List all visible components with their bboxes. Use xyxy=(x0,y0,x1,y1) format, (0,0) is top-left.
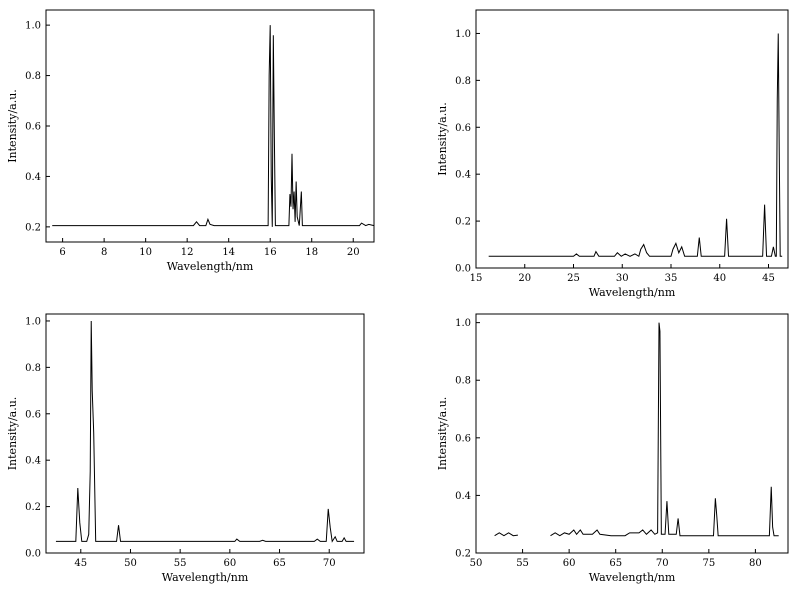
y-tick-label: 0.2 xyxy=(25,502,41,513)
plot-frame xyxy=(475,9,789,269)
x-tick-label: 20 xyxy=(518,273,531,284)
y-tick-label: 0.6 xyxy=(455,123,471,134)
y-tick-label: 0.8 xyxy=(455,376,471,387)
x-axis-title: Wavelength/nm xyxy=(589,286,676,299)
x-tick-label: 60 xyxy=(563,558,576,569)
x-tick-label: 50 xyxy=(124,558,137,569)
x-tick-label: 6 xyxy=(59,247,65,258)
y-tick-label: 0.6 xyxy=(25,122,41,133)
chart-panel-3: 45 50 55 60 65 70 0.0 0.2 0.4 0.6 0.8 1.0 Wavelength… xyxy=(6,313,365,584)
y-axis-title: Intensity/a.u. xyxy=(436,397,449,471)
x-tick-label: 65 xyxy=(609,558,622,569)
y-tick-label: 0.2 xyxy=(25,222,41,233)
y-axis-title: Intensity/a.u. xyxy=(6,89,19,163)
x-tick-label: 75 xyxy=(702,558,715,569)
spectrum-series-line-1 xyxy=(494,532,518,537)
y-tick-label: 0.4 xyxy=(25,172,41,183)
x-tick-label: 35 xyxy=(665,273,678,284)
x-tick-label: 70 xyxy=(323,558,336,569)
y-axis-title: Intensity/a.u. xyxy=(436,102,449,176)
spectrum-series-line-2 xyxy=(550,322,779,537)
y-tick-label: 1.0 xyxy=(25,316,41,327)
x-axis-title: Wavelength/nm xyxy=(589,571,676,584)
x-tick-label: 14 xyxy=(222,247,235,258)
x-tick-label: 20 xyxy=(347,247,360,258)
chart-panel-2: 15 20 25 30 35 40 45 0.0 0.2 0.4 0.6 0.8 1.0 Waveleng… xyxy=(436,9,789,299)
y-tick-label: 0.8 xyxy=(25,363,41,374)
y-tick-label: 0.4 xyxy=(455,170,471,181)
x-tick-label: 15 xyxy=(470,273,483,284)
y-tick-label: 0.8 xyxy=(25,71,41,82)
chart-panel-4: 50 55 60 65 70 75 80 0.2 0.4 0.6 0.8 1.0 Wavelength/… xyxy=(436,313,789,584)
y-tick-label: 1.0 xyxy=(25,21,41,32)
y-tick-label: 0.6 xyxy=(455,433,471,444)
x-tick-label: 8 xyxy=(101,247,107,258)
x-axis-title: Wavelength/nm xyxy=(167,260,254,273)
x-tick-label: 65 xyxy=(273,558,286,569)
y-tick-label: 0.2 xyxy=(455,549,471,560)
y-tick-label: 0.0 xyxy=(455,264,471,275)
y-tick-label: 1.0 xyxy=(455,29,471,40)
x-tick-label: 80 xyxy=(749,558,762,569)
plot-frame xyxy=(45,9,375,243)
x-tick-label: 18 xyxy=(305,247,318,258)
x-tick-label: 50 xyxy=(470,558,483,569)
x-tick-label: 12 xyxy=(181,247,194,258)
plot-frame xyxy=(45,313,365,554)
x-tick-label: 30 xyxy=(616,273,629,284)
spectrum-series-line-1 xyxy=(52,25,375,227)
x-tick-label: 55 xyxy=(516,558,529,569)
x-axis-title: Wavelength/nm xyxy=(162,571,249,584)
chart-panel-1: 6 8 10 12 14 16 18 20 0.2 0.4 0.6 0.8 1.0 Wavelength/… xyxy=(6,9,375,273)
x-tick-label: 70 xyxy=(656,558,669,569)
y-tick-label: 0.4 xyxy=(25,456,41,467)
x-tick-label: 45 xyxy=(762,273,775,284)
plot-frame xyxy=(475,313,789,554)
x-tick-label: 45 xyxy=(74,558,87,569)
x-tick-label: 10 xyxy=(139,247,152,258)
x-tick-label: 25 xyxy=(567,273,580,284)
y-tick-label: 0.6 xyxy=(25,409,41,420)
y-tick-label: 0.4 xyxy=(455,491,471,502)
y-tick-label: 1.0 xyxy=(455,318,471,329)
x-tick-label: 55 xyxy=(174,558,187,569)
y-tick-label: 0.0 xyxy=(25,549,41,560)
spectrum-series-line-1 xyxy=(488,33,783,258)
y-tick-label: 0.2 xyxy=(455,217,471,228)
y-tick-label: 0.8 xyxy=(455,76,471,87)
y-axis-title: Intensity/a.u. xyxy=(6,397,19,471)
x-tick-label: 40 xyxy=(713,273,726,284)
spectrum-series-line-1 xyxy=(55,320,355,543)
x-tick-label: 60 xyxy=(223,558,236,569)
x-tick-label: 16 xyxy=(264,247,277,258)
